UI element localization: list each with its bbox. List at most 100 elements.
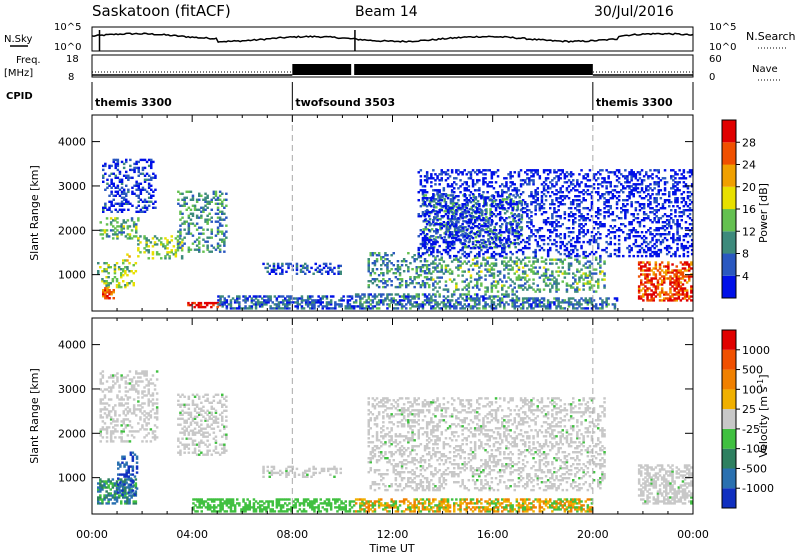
data-cell: [367, 270, 370, 273]
data-cell: [648, 267, 651, 270]
data-cell: [661, 238, 665, 242]
data-cell: [99, 221, 102, 224]
data-cell: [546, 299, 550, 302]
data-cell: [331, 268, 334, 272]
data-cell: [113, 264, 117, 267]
data-cell: [590, 207, 594, 210]
data-cell: [561, 307, 564, 310]
data-cell: [534, 171, 537, 174]
data-cell: [380, 301, 383, 304]
data-cell: [455, 209, 458, 212]
data-cell: [274, 272, 278, 275]
data-cell: [177, 190, 180, 193]
data-cell: [490, 282, 494, 285]
data-cell: [638, 171, 642, 174]
data-cell: [645, 217, 648, 220]
data-cell: [644, 291, 647, 294]
data-cell: [498, 252, 502, 256]
data-cell: [651, 244, 654, 248]
data-cell: [489, 210, 492, 213]
data-cell: [162, 243, 165, 246]
data-cell: [210, 200, 213, 203]
data-cell: [644, 265, 647, 268]
data-cell: [288, 295, 291, 298]
data-cell: [208, 200, 211, 203]
data-cell: [206, 200, 209, 203]
data-cell: [367, 307, 370, 310]
data-cell: [122, 196, 126, 199]
data-cell: [636, 217, 640, 220]
data-cell: [198, 192, 201, 195]
data-cell: [617, 171, 621, 174]
data-cell: [340, 299, 343, 302]
data-cell: [102, 180, 105, 183]
data-cell: [126, 225, 130, 228]
data-cell: [607, 242, 610, 246]
data-cell: [653, 183, 656, 186]
data-cell: [594, 238, 598, 242]
data-cell: [650, 277, 653, 280]
data-cell: [526, 205, 529, 208]
data-cell: [200, 194, 203, 197]
data-cell: [519, 221, 523, 224]
data-cell: [488, 199, 491, 202]
data-cell: [472, 196, 476, 199]
data-cell: [490, 199, 494, 202]
data-cell: [505, 183, 508, 186]
data-cell: [125, 198, 128, 201]
data-cell: [607, 199, 610, 202]
data-cell: [508, 194, 511, 197]
data-cell: [363, 301, 366, 304]
data-cell: [448, 244, 452, 248]
data-cell: [434, 268, 437, 271]
data-cell: [521, 288, 525, 291]
data-cell: [453, 177, 456, 180]
data-cell: [139, 158, 143, 162]
data-cell: [480, 197, 483, 200]
data-cell: [592, 175, 596, 178]
data-cell: [377, 280, 381, 283]
data-cell: [484, 223, 487, 226]
data-cell: [636, 221, 640, 224]
data-cell: [436, 229, 439, 232]
data-cell: [423, 299, 427, 302]
data-cell: [530, 286, 533, 289]
data-cell: [286, 295, 289, 298]
data-cell: [110, 293, 113, 296]
data-cell: [584, 223, 587, 226]
data-cell: [189, 218, 193, 221]
data-cell: [528, 181, 531, 184]
data-cell: [465, 189, 468, 192]
data-cell: [141, 158, 145, 162]
data-cell: [609, 181, 612, 184]
data-cell: [501, 262, 504, 265]
data-cell: [617, 227, 621, 230]
data-cell: [494, 215, 498, 218]
data-cell: [653, 246, 656, 250]
data-cell: [632, 173, 635, 176]
data-cell: [567, 303, 571, 306]
data-cell: [549, 305, 552, 308]
data-cell: [544, 268, 548, 271]
data-cell: [584, 301, 587, 304]
data-cell: [459, 179, 462, 182]
data-cell: [530, 223, 533, 226]
data-cell: [455, 238, 458, 242]
data-cell: [603, 278, 606, 281]
data-cell: [112, 182, 115, 185]
data-cell: [555, 297, 558, 300]
data-cell: [534, 272, 537, 275]
data-cell: [392, 252, 395, 255]
data-cell: [459, 207, 462, 210]
data-cell: [663, 293, 666, 296]
data-cell: [517, 278, 521, 281]
data-cell: [348, 307, 352, 310]
data-cell: [515, 227, 519, 230]
data-cell: [597, 246, 600, 250]
data-cell: [440, 209, 443, 212]
data-cell: [588, 209, 592, 212]
data-cell: [668, 215, 671, 218]
data-cell: [129, 176, 132, 179]
data-cell: [314, 262, 317, 266]
data-cell: [632, 175, 635, 178]
